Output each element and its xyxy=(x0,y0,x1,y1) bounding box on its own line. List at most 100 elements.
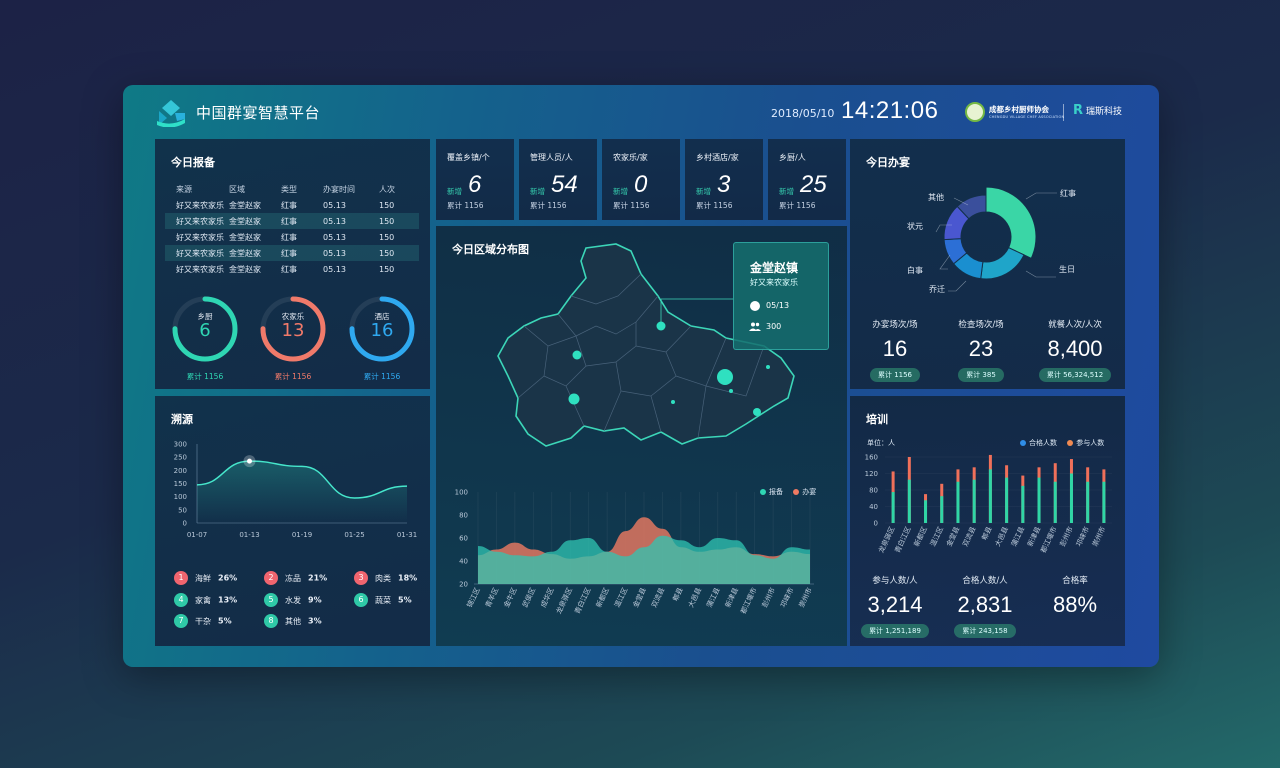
stat-tile-managers[interactable]: 管理人员/人 新增 54 累计 1156 xyxy=(519,139,597,220)
map-marker[interactable] xyxy=(572,350,582,360)
association-logo: 成都乡村厨师协会 CHENGDU VILLAGE CHEF ASSOCIATIO… xyxy=(965,102,1105,124)
bar-qualified xyxy=(1005,477,1009,523)
table-cell: 05.13 xyxy=(323,264,346,274)
category-rank: 7 xyxy=(174,614,188,628)
region-area-chart: 20 40 60 80 100 锦江区 青羊区 金牛区 武侯区 成华区 龙泉驿区 青白江区 新都区 温江区… xyxy=(455,489,814,615)
stat-total: 累计 1156 xyxy=(779,201,816,210)
map-marker[interactable] xyxy=(656,321,666,331)
kpi-value: 88% xyxy=(1052,592,1098,617)
hotel-ring-svg xyxy=(349,296,415,362)
region-map xyxy=(497,243,795,447)
x-tick-label: 新都区 xyxy=(594,586,611,609)
kpi-label: 参与人数/人 xyxy=(872,576,918,586)
table-cell: 红事 xyxy=(281,248,297,258)
column-header: 人次 xyxy=(379,184,395,194)
kpi-inspections: 检查场次/场 23 累计 385 xyxy=(938,318,1024,382)
district-borders xyxy=(517,273,765,439)
legend-dot xyxy=(1020,440,1026,446)
category-rank: 5 xyxy=(264,593,278,607)
table-row[interactable]: 好又来农家乐 金堂赵家 红事 05.13 150 xyxy=(165,197,419,213)
x-tick-label: 彭州市 xyxy=(1058,525,1075,548)
category-item: 7 干杂 5% xyxy=(174,614,232,628)
current-time: 14:21:06 xyxy=(841,97,939,124)
x-tick-label: 崇州市 xyxy=(1090,525,1107,548)
category-label: 海鲜 xyxy=(195,573,211,583)
ring-total: 累计 1156 xyxy=(186,372,224,381)
x-tick-label: 蒲江县 xyxy=(1009,525,1026,548)
banquet-donut-chart xyxy=(935,186,1057,292)
table-row[interactable]: 好又来农家乐 金堂赵家 红事 05.13 150 xyxy=(165,229,419,245)
chef-ring-arc xyxy=(172,296,238,362)
hotel-ring-arc xyxy=(349,296,415,362)
x-tick-label: 01-31 xyxy=(397,531,417,539)
x-tick-label: 01-07 xyxy=(187,531,207,539)
kpi-total: 累计 385 xyxy=(958,368,1004,382)
pie-label: 其他 xyxy=(928,193,944,202)
category-label: 家禽 xyxy=(195,595,211,605)
association-subtitle: CHENGDU VILLAGE CHEF ASSOCIATION xyxy=(989,115,1065,119)
y-tick-label: 100 xyxy=(174,493,187,501)
highlight-point xyxy=(247,458,252,464)
y-tick-label: 200 xyxy=(174,467,187,475)
bar-qualified xyxy=(940,496,944,523)
table-row[interactable]: 好又来农家乐 金堂赵家 红事 05.13 150 xyxy=(165,261,419,277)
trace-line-chart: 0 50 100 150 200 250 300 01-07 01-13 01-19 01-25 01… xyxy=(174,441,418,540)
table-row[interactable]: 好又来农家乐 金堂赵家 红事 05.13 150 xyxy=(165,213,419,229)
y-tick-label: 80 xyxy=(869,487,878,495)
x-tick-label: 龙泉驿区 xyxy=(554,586,574,615)
bar-qualified xyxy=(924,500,928,523)
map-marker[interactable] xyxy=(753,408,761,416)
trace-title: 溯源 xyxy=(171,413,193,426)
stat-tile-towns[interactable]: 覆盖乡镇/个 新增 6 累计 1156 xyxy=(436,139,514,220)
category-percent: 5% xyxy=(218,616,232,626)
popup-town: 金堂赵镇 xyxy=(750,261,799,275)
training-legend: 合格人数 参与人数 xyxy=(1020,438,1104,448)
table-row[interactable]: 好又来农家乐 金堂赵家 红事 05.13 150 xyxy=(165,245,419,261)
x-tick-label: 金牛区 xyxy=(502,586,519,609)
category-percent: 13% xyxy=(218,595,238,605)
stat-new-label: 新增 xyxy=(779,187,794,196)
category-label: 蔬菜 xyxy=(375,595,391,605)
category-item: 5 水发 9% xyxy=(264,593,322,607)
map-marker[interactable] xyxy=(568,393,580,405)
stat-tile-farmhouses[interactable]: 农家乐/家 新增 0 累计 1156 xyxy=(602,139,680,220)
stat-new-label: 新增 xyxy=(530,187,545,196)
x-tick-label: 武侯区 xyxy=(520,586,537,609)
trace-panel: 溯源 0 50 100 150 200 250 300 01-07 01-13 01-19 01-2… xyxy=(155,396,430,646)
table-cell: 红事 xyxy=(281,216,297,226)
kpi-label: 合格人数/人 xyxy=(962,576,1008,586)
stat-total: 累计 1156 xyxy=(696,201,733,210)
kpi-total: 累计 1156 xyxy=(869,368,921,382)
x-tick-label: 01-25 xyxy=(344,531,364,539)
current-date: 2018/05/10 xyxy=(771,107,835,120)
x-tick-label: 金堂县 xyxy=(944,525,961,548)
map-marker[interactable] xyxy=(729,389,733,393)
pie-label: 状元 xyxy=(907,222,923,231)
brand-name: 瑞斯科技 xyxy=(1086,107,1123,117)
area-chart-legend: 报备 办宴 xyxy=(760,487,816,497)
stat-label: 农家乐/家 xyxy=(613,153,648,162)
farmhouse-ring-svg xyxy=(260,296,326,362)
table-cell: 金堂赵家 xyxy=(229,216,261,226)
kpi-diners: 就餐人次/人次 8,400 累计 56,324,512 xyxy=(1027,318,1123,382)
table-cell: 05.13 xyxy=(323,216,346,226)
kpi-label: 办宴场次/场 xyxy=(872,320,918,330)
training-bar-chart: 04080120160龙泉驿区青白江区 新都区 温江区 金堂县 双流县 郫县 大邑县 蒲江县新… xyxy=(865,454,1112,554)
bar-qualified xyxy=(1102,481,1106,523)
bar-qualified xyxy=(907,479,911,523)
map-marker[interactable] xyxy=(766,365,770,369)
category-percent: 18% xyxy=(398,573,418,583)
map-marker-large[interactable] xyxy=(717,369,733,385)
table-cell: 05.13 xyxy=(323,232,346,242)
popup-count: 300 xyxy=(766,322,782,331)
leader-line xyxy=(948,280,967,292)
region-popup[interactable]: 金堂赵镇 好又来农家乐 05/13 300 xyxy=(733,242,829,350)
x-tick-label: 锦江区 xyxy=(465,586,482,609)
stat-tile-hotels[interactable]: 乡村酒店/家 新增 3 累计 1156 xyxy=(685,139,763,220)
category-label: 水发 xyxy=(285,595,301,605)
x-tick-label: 青白江区 xyxy=(572,586,592,615)
table-cell: 金堂赵家 xyxy=(229,248,261,258)
training-title: 培训 xyxy=(866,413,888,426)
map-marker[interactable] xyxy=(671,400,675,404)
stat-tile-chefs[interactable]: 乡厨/人 新增 25 累计 1156 xyxy=(768,139,846,220)
